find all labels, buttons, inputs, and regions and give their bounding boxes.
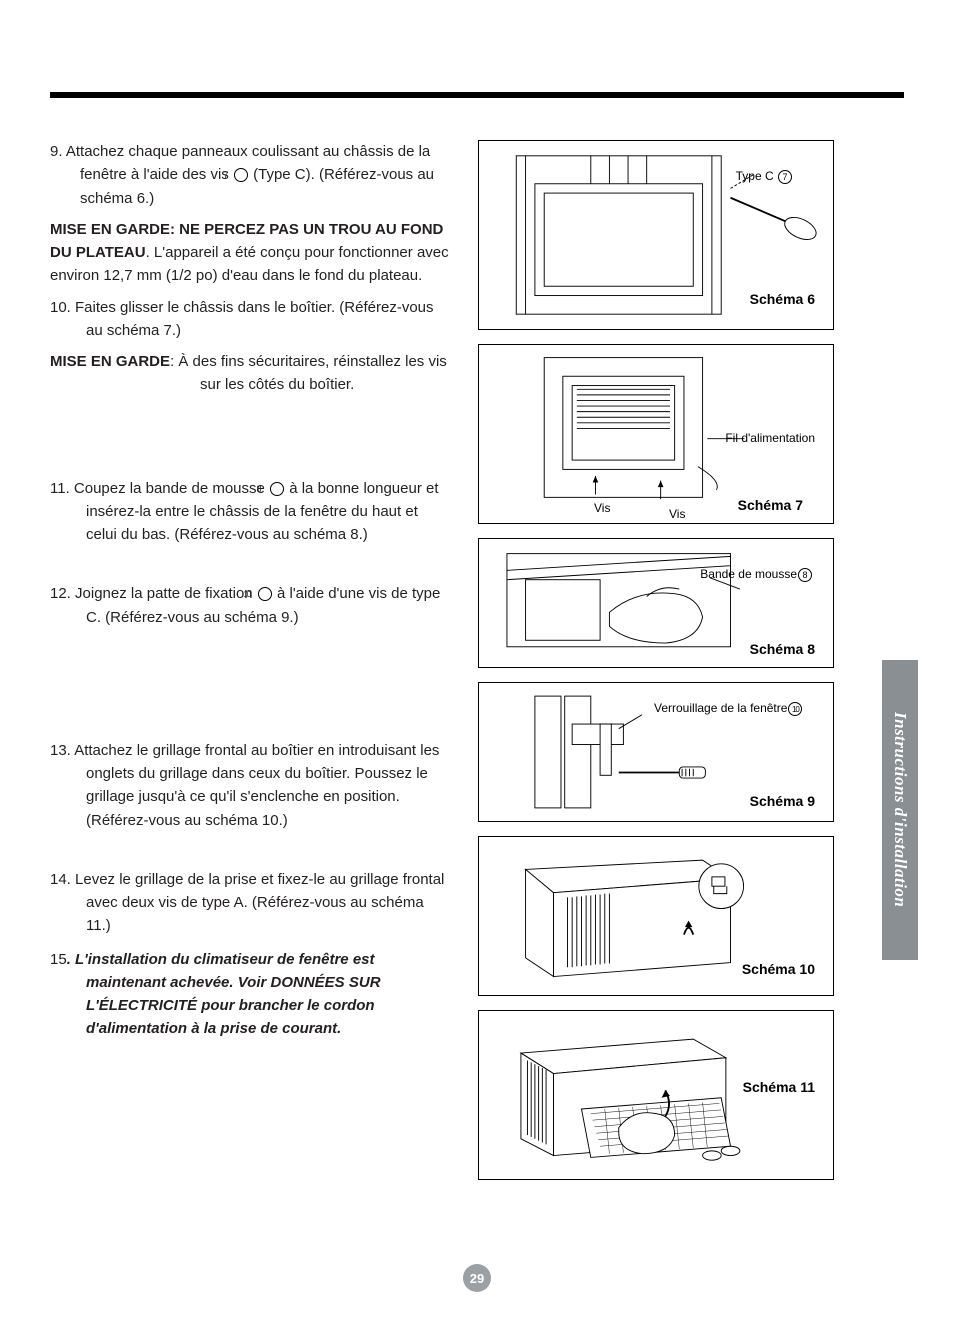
figure-10: Schéma 10: [478, 836, 834, 996]
figure-9-label: Schéma 9: [750, 793, 815, 809]
figure-8-bande-text: Bande de mousse: [700, 567, 797, 581]
warning-2-rest: : À des fins sécuritaires, réinstallez l…: [170, 353, 447, 393]
figure-8: Bande de mousse8 Schéma 8: [478, 538, 834, 668]
figure-8-label: Schéma 8: [750, 641, 815, 657]
circled-7-icon: 7: [778, 170, 792, 184]
figure-7-label: Schéma 7: [738, 497, 803, 513]
circled-8-icon: 8: [270, 482, 284, 496]
figure-7-vis2: Vis: [669, 507, 685, 521]
figure-6-label: Schéma 6: [750, 291, 815, 307]
warning-2: MISE EN GARDE: À des fins sécuritaires, …: [50, 350, 450, 397]
step-12: 12. Joignez la patte de fixation 10 à l'…: [50, 582, 450, 629]
warning-1: MISE EN GARDE: NE PERCEZ PAS UN TROU AU …: [50, 218, 450, 288]
figure-7-vis1: Vis: [594, 501, 610, 515]
figure-11-svg: [479, 1011, 833, 1179]
top-rule: [50, 92, 904, 98]
side-tab: Instructions d'installation: [882, 660, 918, 960]
step-15-text: . L'installation du climatiseur de fenêt…: [67, 951, 381, 1038]
figure-6-typec-text: Type C: [736, 169, 777, 183]
figure-11: Schéma 11: [478, 1010, 834, 1180]
figure-9-verr: Verrouillage de la fenêtre10: [654, 701, 803, 716]
content-columns: 9. Attachez chaque panneaux coulissant a…: [50, 140, 834, 1262]
figure-9-verr-text: Verrouillage de la fenêtre: [654, 701, 787, 715]
circled-7-icon: 7: [234, 168, 248, 182]
step-9: 9. Attachez chaque panneaux coulissant a…: [50, 140, 450, 210]
step-15-num: 15: [50, 951, 67, 968]
figure-column: Type C 7 Schéma 6: [478, 140, 834, 1262]
step-13: 13. Attachez le grillage frontal au boît…: [50, 739, 450, 832]
side-tab-label: Instructions d'installation: [890, 712, 910, 907]
circled-8-icon: 8: [798, 568, 812, 582]
circled-10-icon: 10: [258, 587, 272, 601]
figure-7: Vis Vis Fil d'alimentation Schéma 7: [478, 344, 834, 524]
page: 9. Attachez chaque panneaux coulissant a…: [0, 0, 954, 1342]
step-15: 15. L'installation du climatiseur de fen…: [50, 948, 450, 1041]
figure-10-label: Schéma 10: [742, 961, 815, 977]
step-11: 11. Coupez la bande de mousse 8 à la bon…: [50, 477, 450, 547]
step-10: 10. Faites glisser le châssis dans le bo…: [50, 296, 450, 343]
figure-6: Type C 7 Schéma 6: [478, 140, 834, 330]
step-14: 14. Levez le grillage de la prise et fix…: [50, 868, 450, 938]
figure-6-typec: Type C 7: [736, 169, 793, 184]
figure-7-fil: Fil d'alimentation: [725, 431, 815, 445]
figure-9: Verrouillage de la fenêtre10 Schéma 9: [478, 682, 834, 822]
figure-11-label: Schéma 11: [743, 1079, 815, 1095]
page-number-text: 29: [470, 1271, 484, 1286]
step-11-text-a: 11. Coupez la bande de mousse: [50, 480, 269, 497]
text-column: 9. Attachez chaque panneaux coulissant a…: [50, 140, 450, 1262]
warning-2-label: MISE EN GARDE: [50, 353, 170, 370]
figure-8-bande: Bande de mousse8: [700, 567, 813, 582]
circled-10-icon: 10: [788, 702, 802, 716]
page-number: 29: [463, 1264, 491, 1292]
step-12-text-a: 12. Joignez la patte de fixation: [50, 585, 257, 602]
